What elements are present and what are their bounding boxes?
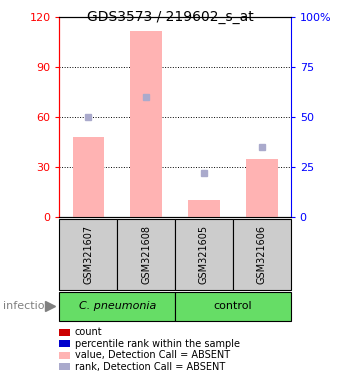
Text: count: count xyxy=(75,327,102,337)
Bar xyxy=(72,137,104,217)
Text: GSM321607: GSM321607 xyxy=(83,225,94,284)
Text: percentile rank within the sample: percentile rank within the sample xyxy=(75,339,240,349)
Text: GDS3573 / 219602_s_at: GDS3573 / 219602_s_at xyxy=(87,10,253,23)
Bar xyxy=(130,31,162,217)
Text: GSM321605: GSM321605 xyxy=(199,225,209,284)
Bar xyxy=(188,200,220,217)
Bar xyxy=(246,159,278,217)
Text: value, Detection Call = ABSENT: value, Detection Call = ABSENT xyxy=(75,350,230,360)
Text: GSM321608: GSM321608 xyxy=(141,225,151,284)
Text: GSM321606: GSM321606 xyxy=(257,225,267,284)
Text: infection: infection xyxy=(3,301,52,311)
Text: control: control xyxy=(214,301,252,311)
Text: C. pneumonia: C. pneumonia xyxy=(79,301,156,311)
Text: rank, Detection Call = ABSENT: rank, Detection Call = ABSENT xyxy=(75,362,225,372)
